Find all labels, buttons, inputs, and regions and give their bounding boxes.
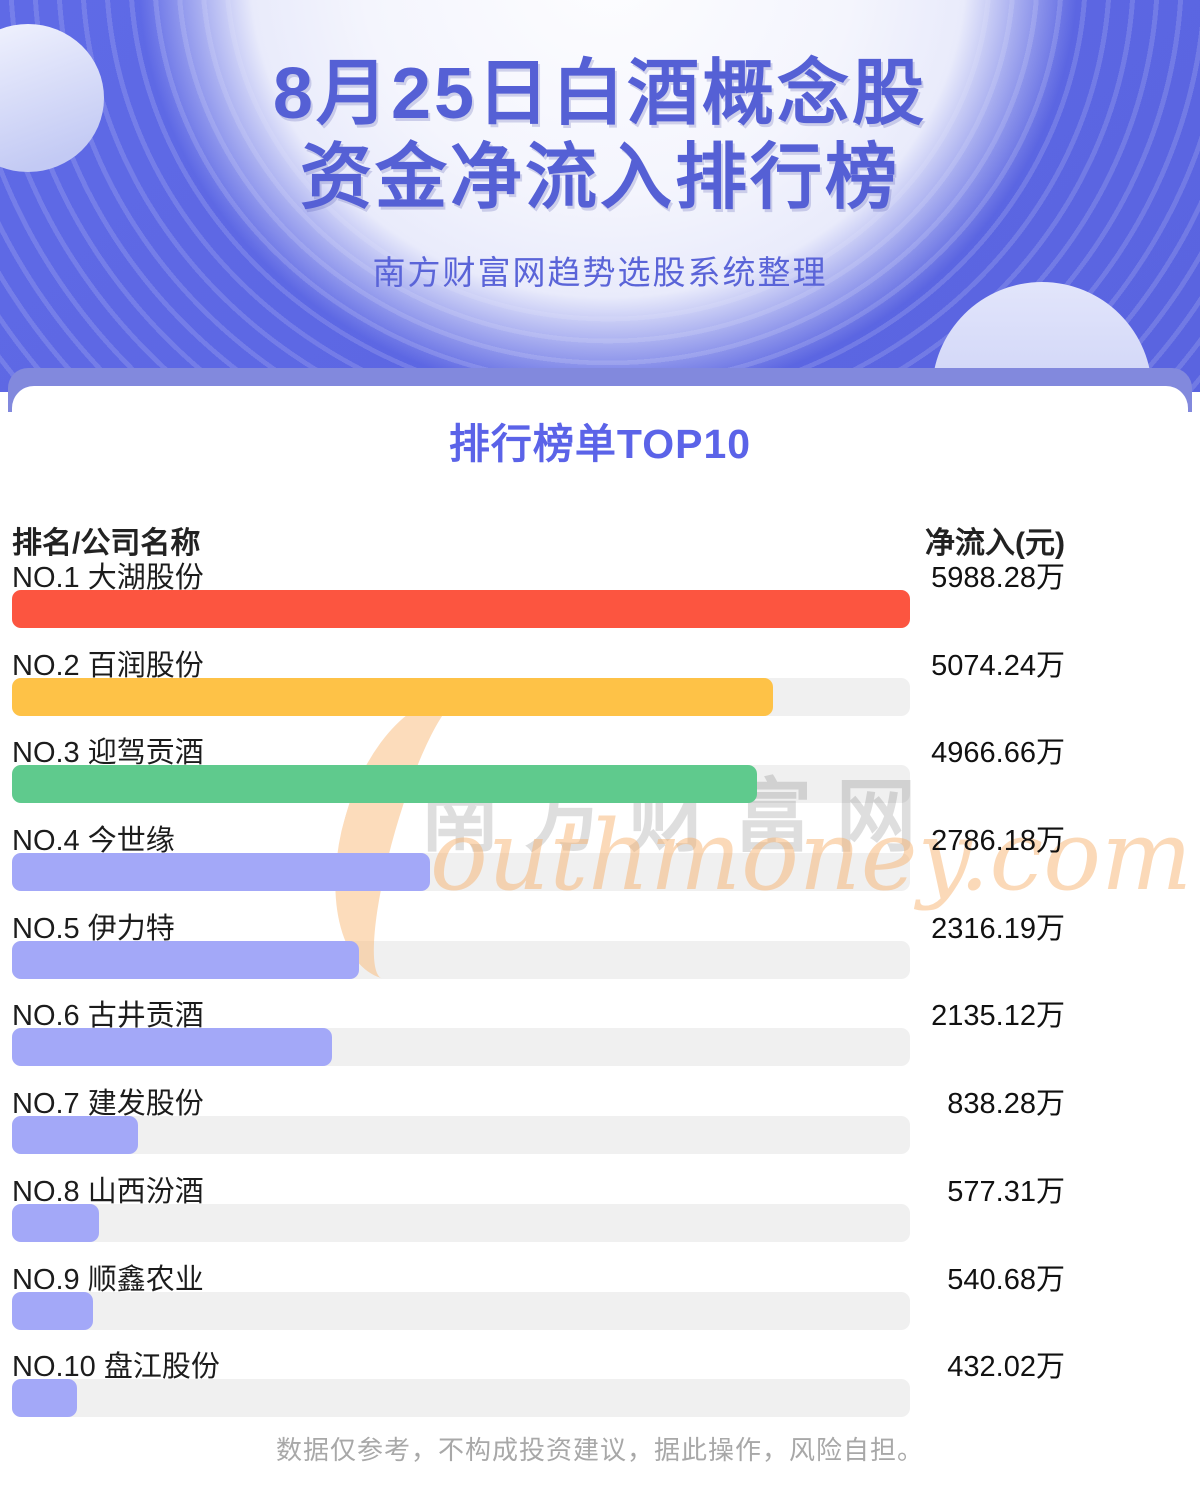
bar-fill [12, 590, 910, 628]
bar-track [12, 1028, 910, 1067]
header-banner: 8月25日白酒概念股 资金净流入排行榜 南方财富网趋势选股系统整理 [0, 0, 1200, 392]
ranking-row: NO.2 百润股份 5074.24万 [12, 642, 1065, 730]
bar-fill [12, 1116, 138, 1155]
bar-track [12, 677, 910, 716]
row-head: NO.4 今世缘 2786.18万 [12, 817, 1065, 857]
ranking-rows: NO.1 大湖股份 5988.28万 NO.2 百润股份 5074.24万 NO… [12, 554, 1065, 1431]
rank-company-label: NO.6 古井贡酒 [12, 1000, 204, 1033]
net-inflow-value: 2135.12万 [931, 1000, 1065, 1033]
bar-fill [12, 1028, 333, 1067]
bar-fill [12, 765, 757, 804]
bar-track [12, 1291, 910, 1330]
row-head: NO.7 建发股份 838.28万 [12, 1080, 1065, 1120]
bar-track [12, 765, 910, 804]
row-head: NO.3 迎驾贡酒 4966.66万 [12, 729, 1065, 769]
net-inflow-value: 5988.28万 [931, 562, 1065, 594]
bar-track [12, 940, 910, 979]
rank-company-label: NO.8 山西汾酒 [12, 1175, 204, 1208]
page-subtitle: 南方财富网趋势选股系统整理 [372, 254, 828, 291]
ranking-row: NO.5 伊力特 2316.19万 [12, 905, 1065, 993]
ranking-row: NO.3 迎驾贡酒 4966.66万 [12, 729, 1065, 817]
row-head: NO.2 百润股份 5074.24万 [12, 642, 1065, 682]
bar-fill [12, 1379, 77, 1418]
net-inflow-value: 5074.24万 [931, 649, 1065, 682]
net-inflow-value: 2316.19万 [931, 912, 1065, 945]
rank-company-label: NO.7 建发股份 [12, 1088, 204, 1121]
bar-fill [12, 677, 773, 716]
rank-company-label: NO.4 今世缘 [12, 825, 175, 858]
bar-track [12, 1203, 910, 1242]
disclaimer-text: 数据仅参考，不构成投资建议，据此操作，风险自担。 [275, 1435, 924, 1465]
bar-fill [12, 1291, 94, 1330]
row-head: NO.10 盘江股份 432.02万 [12, 1343, 1065, 1383]
table-column-headers: 排名/公司名称 净流入(元) [12, 518, 1065, 562]
rank-company-label: NO.9 顺鑫农业 [12, 1263, 204, 1296]
page-title-line2: 资金净流入排行榜 [299, 138, 900, 218]
net-inflow-value: 4966.66万 [931, 737, 1065, 770]
net-inflow-value: 577.31万 [947, 1175, 1065, 1208]
bar-track [12, 1379, 910, 1418]
ranking-row: NO.10 盘江股份 432.02万 [12, 1343, 1065, 1431]
column-header-net-inflow: 净流入(元) [925, 527, 1065, 560]
ranking-row: NO.8 山西汾酒 577.31万 [12, 1168, 1065, 1256]
row-head: NO.1 大湖股份 5988.28万 [12, 554, 1065, 594]
net-inflow-value: 2786.18万 [931, 825, 1065, 858]
net-inflow-value: 432.02万 [947, 1351, 1065, 1384]
row-head: NO.6 古井贡酒 2135.12万 [12, 992, 1065, 1032]
section-heading: 排行榜单TOP10 [448, 421, 752, 467]
bar-track [12, 853, 910, 892]
ranking-row: NO.9 顺鑫农业 540.68万 [12, 1256, 1065, 1344]
content-card: 排行榜单TOP10 南方财富网 outhmoney.com 排名/公司名称 净流… [12, 386, 1192, 1495]
bar-fill [12, 940, 360, 979]
ranking-row: NO.6 古井贡酒 2135.12万 [12, 992, 1065, 1080]
rank-company-label: NO.2 百润股份 [12, 649, 204, 682]
rank-company-label: NO.1 大湖股份 [12, 562, 204, 594]
net-inflow-value: 540.68万 [947, 1263, 1065, 1296]
rank-company-label: NO.3 迎驾贡酒 [12, 737, 204, 770]
row-head: NO.5 伊力特 2316.19万 [12, 905, 1065, 945]
bar-fill [12, 853, 430, 892]
rank-company-label: NO.5 伊力特 [12, 912, 175, 945]
ranking-row: NO.1 大湖股份 5988.28万 [12, 554, 1065, 642]
ranking-row: NO.4 今世缘 2786.18万 [12, 817, 1065, 905]
bar-track [12, 590, 910, 628]
column-header-rank-company: 排名/公司名称 [12, 527, 201, 560]
page-title: 8月25日白酒概念股 资金净流入排行榜 [0, 52, 1200, 220]
rank-company-label: NO.10 盘江股份 [12, 1351, 220, 1384]
ranking-row: NO.7 建发股份 838.28万 [12, 1080, 1065, 1168]
bar-track [12, 1116, 910, 1155]
header-text-block: 8月25日白酒概念股 资金净流入排行榜 南方财富网趋势选股系统整理 [0, 0, 1200, 294]
row-head: NO.9 顺鑫农业 540.68万 [12, 1256, 1065, 1296]
net-inflow-value: 838.28万 [947, 1088, 1065, 1121]
bar-fill [12, 1203, 99, 1242]
page-title-line1: 8月25日白酒概念股 [272, 54, 928, 134]
row-head: NO.8 山西汾酒 577.31万 [12, 1168, 1065, 1208]
